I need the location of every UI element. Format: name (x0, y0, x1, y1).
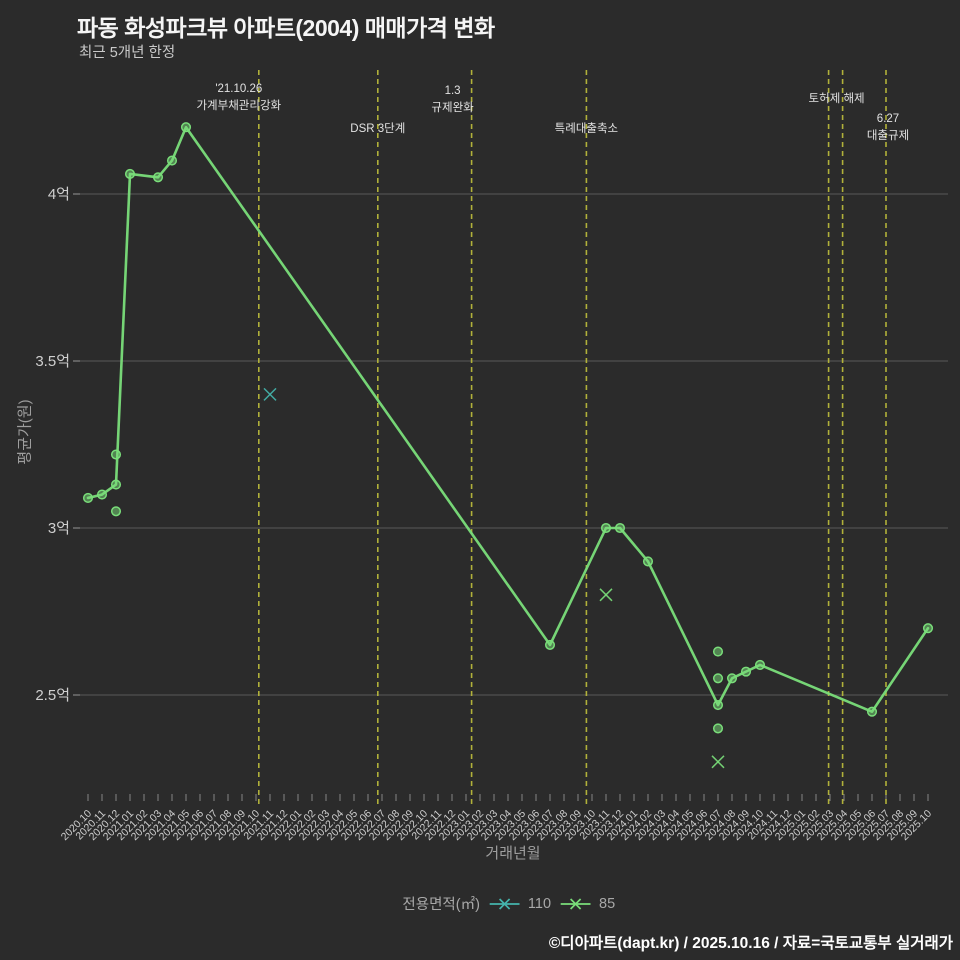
legend-marker-icon (561, 897, 592, 910)
data-point (110, 449, 122, 460)
data-point (124, 168, 136, 180)
data-point (614, 522, 626, 534)
data-point (726, 673, 738, 684)
annotation-label: 6.27 (877, 113, 899, 125)
x-axis-title: 거래년월 (485, 845, 541, 862)
annotation-label: '21.10.26 (215, 83, 262, 95)
data-point (96, 489, 108, 500)
data-point (922, 623, 934, 634)
data-point (600, 522, 612, 534)
y-tick-label: 3억 (48, 520, 70, 537)
avg-price-line (86, 125, 930, 714)
data-point (166, 155, 178, 166)
annotation-label: 규제완화 (431, 101, 474, 114)
legend-item-label: 110 (527, 895, 552, 912)
annotation-label: 토허제 해제 (809, 92, 865, 105)
annotation-label: 가계부채관리강화 (196, 99, 281, 112)
data-point (180, 122, 192, 133)
legend-marker-icon (489, 897, 520, 910)
data-point (110, 479, 122, 490)
annotation-label: 대출규제 (867, 129, 909, 142)
data-point (740, 666, 752, 677)
x-marker (711, 755, 725, 769)
data-point (712, 673, 724, 684)
data-point (712, 646, 724, 657)
legend-title: 전용면적(㎡) (402, 897, 480, 913)
legend-item-label: 85 (599, 895, 616, 912)
footer-credit: ©디아파트(dapt.kr) / 2025.10.16 / 자료=국토교통부 실… (548, 935, 953, 952)
data-point (110, 506, 122, 517)
data-point (712, 699, 724, 711)
page-subtitle: 최근 5개년 한정 (79, 45, 176, 61)
page-title: 파동 화성파크뷰 아파트(2004) 매매가격 변화 (77, 15, 495, 41)
data-point (712, 723, 724, 734)
x-marker (263, 387, 277, 401)
annotation-label: DSR 3단계 (350, 122, 405, 135)
data-point (642, 556, 654, 567)
data-point (82, 492, 94, 503)
legend-item-110: 110 (489, 895, 552, 912)
annotation-label: 1.3 (445, 85, 461, 97)
y-tick-label: 3.5억 (35, 353, 70, 370)
data-point (544, 639, 556, 650)
y-axis-title: 평균가(원) (16, 399, 34, 465)
y-tick-label: 4억 (48, 186, 70, 203)
data-point (152, 172, 164, 183)
legend: 전용면적(㎡) 110 85 (402, 893, 615, 914)
x-marker (599, 588, 613, 602)
annotation-label: 특례대출축소 (555, 122, 618, 135)
data-point (866, 706, 878, 717)
data-point (754, 659, 766, 670)
y-tick-label: 2.5억 (35, 687, 70, 704)
legend-item-85: 85 (561, 896, 615, 912)
